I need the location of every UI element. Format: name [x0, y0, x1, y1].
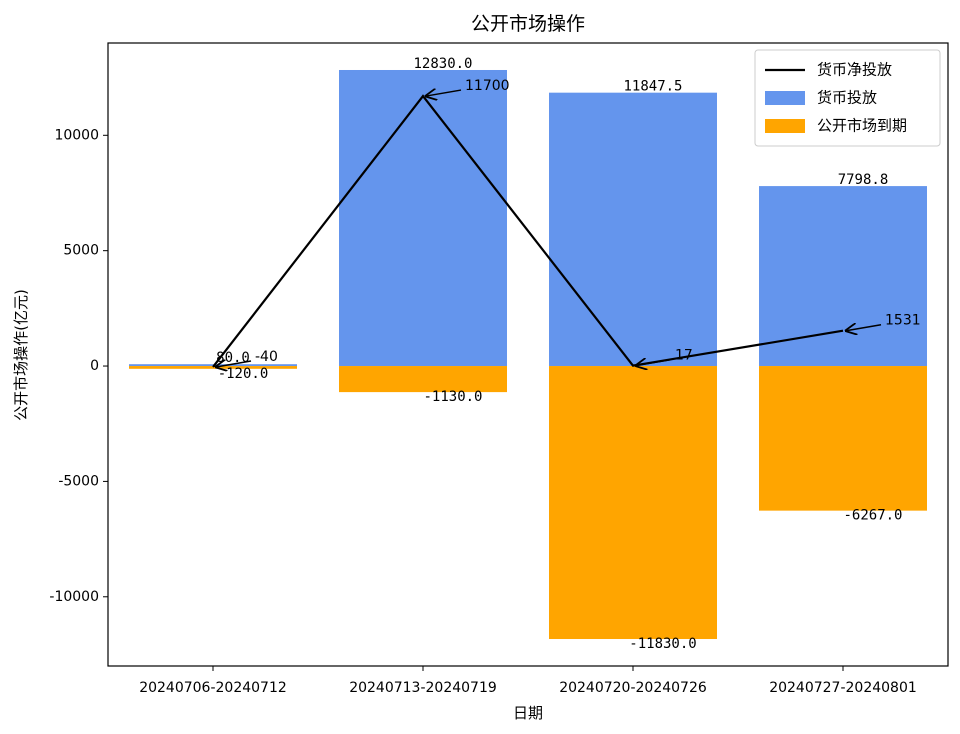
- legend-swatch-1: [765, 91, 805, 105]
- line-label-1: 11700: [465, 78, 510, 94]
- line-label-3: 1531: [885, 313, 921, 329]
- bar-label-negative-3: -6267.0: [843, 508, 902, 524]
- y-tick-label-2: 0: [90, 358, 99, 374]
- plot-frame: [107, 42, 949, 667]
- net-injection-line: [212, 94, 844, 368]
- bar-label-positive-3: 7798.8: [838, 172, 889, 188]
- legend-swatch-2: [765, 119, 805, 133]
- annotation-arrow-0: [216, 361, 252, 367]
- bar-positive-3: [759, 186, 927, 367]
- y-axis-label: 公开市场操作(亿元): [12, 289, 30, 421]
- bar-label-positive-1: 12830.0: [413, 56, 472, 72]
- line-label-2: 17: [675, 348, 693, 364]
- chart-title: 公开市场操作: [471, 13, 585, 35]
- annotation-arrow-1: [426, 90, 462, 96]
- bar-negative-0: [129, 366, 297, 369]
- x-axis-label: 日期: [513, 704, 543, 722]
- annotation-arrow-3: [846, 325, 882, 331]
- bar-negative-3: [759, 366, 927, 511]
- y-tick-label-3: 5000: [63, 243, 99, 259]
- bar-label-positive-2: 11847.5: [623, 79, 682, 95]
- bar-label-negative-2: -11830.0: [629, 636, 696, 652]
- legend-label-2: 公开市场到期: [817, 117, 907, 135]
- bar-positive-2: [549, 92, 717, 367]
- bar-positive-1: [339, 69, 507, 367]
- x-tick-label-3: 20240727-20240801: [769, 680, 917, 696]
- annotation-arrow-2: [636, 360, 672, 366]
- line-label-0: -40: [255, 349, 278, 365]
- plot-area: 80.012830.011847.57798.8-120.0-1130.0-11…: [49, 42, 949, 696]
- y-tick-label-4: 10000: [54, 127, 99, 143]
- x-tick-label-2: 20240720-20240726: [559, 680, 707, 696]
- bar-positive-0: [129, 364, 297, 367]
- y-tick-label-0: -10000: [49, 589, 99, 605]
- bar-label-negative-1: -1130.0: [423, 389, 482, 405]
- legend-label-0: 货币净投放: [817, 61, 892, 79]
- legend-label-1: 货币投放: [817, 89, 877, 107]
- bar-negative-2: [549, 366, 717, 640]
- x-tick-label-0: 20240706-20240712: [139, 680, 287, 696]
- bar-negative-1: [339, 366, 507, 393]
- bar-label-negative-0: -120.0: [218, 366, 269, 382]
- x-tick-label-1: 20240713-20240719: [349, 680, 497, 696]
- y-tick-label-1: -5000: [58, 473, 99, 489]
